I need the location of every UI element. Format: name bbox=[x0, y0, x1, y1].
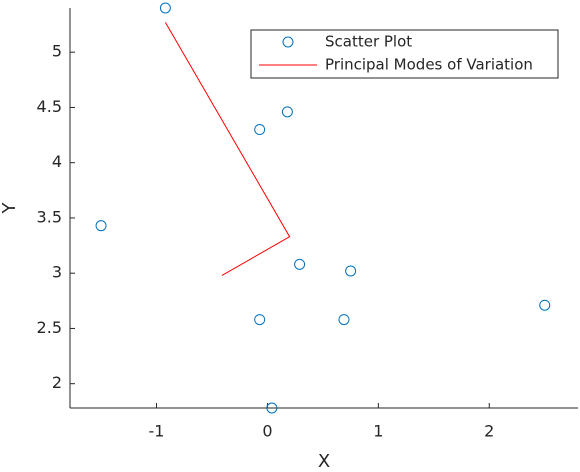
scatter-point bbox=[539, 299, 551, 311]
x-tick-label: 0 bbox=[262, 422, 272, 441]
legend-box bbox=[250, 29, 559, 79]
legend-marker bbox=[282, 36, 294, 48]
mode-line bbox=[164, 22, 291, 276]
scatter-point bbox=[254, 314, 266, 326]
legend-label: Principal Modes of Variation bbox=[325, 56, 533, 74]
scatter-point bbox=[159, 2, 171, 14]
y-axis-label: Y bbox=[0, 202, 20, 215]
scatter-point bbox=[294, 258, 306, 270]
legend-label: Scatter Plot bbox=[325, 33, 412, 51]
x-tick-label: 2 bbox=[484, 422, 494, 441]
x-axis-label: X bbox=[318, 451, 330, 472]
scatter-point bbox=[281, 106, 293, 118]
y-tick-label: 3 bbox=[52, 263, 62, 282]
scatter-point bbox=[266, 402, 278, 414]
y-tick-label: 4 bbox=[52, 152, 62, 171]
scatter-point bbox=[254, 124, 266, 136]
scatter-point bbox=[345, 265, 357, 277]
x-tick-label: 1 bbox=[373, 422, 383, 441]
scatter-point bbox=[338, 314, 350, 326]
y-tick-label: 4.5 bbox=[37, 97, 62, 116]
y-tick-label: 2 bbox=[52, 373, 62, 392]
y-tick-label: 3.5 bbox=[37, 207, 62, 226]
y-tick-label: 5 bbox=[52, 42, 62, 61]
y-tick-label: 2.5 bbox=[37, 318, 62, 337]
x-tick-label: -1 bbox=[149, 422, 165, 441]
scatter-point bbox=[95, 220, 107, 232]
